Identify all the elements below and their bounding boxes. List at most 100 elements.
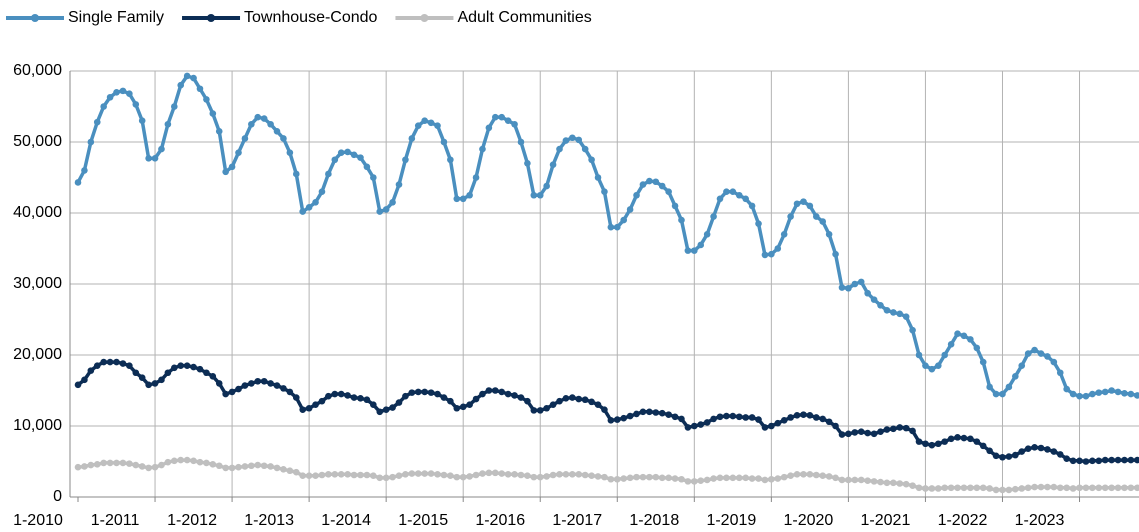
data-point [742, 474, 749, 482]
data-point [543, 473, 550, 480]
y-tick-label: 50,000 [13, 133, 62, 150]
data-point [337, 149, 345, 156]
data-point [325, 470, 332, 478]
data-point [601, 473, 608, 481]
data-point [228, 464, 236, 472]
data-point [228, 163, 236, 171]
data-point [427, 470, 435, 477]
data-point [890, 309, 897, 316]
data-point [639, 181, 647, 188]
data-point [472, 174, 480, 181]
data-point [504, 470, 512, 478]
data-point [447, 156, 454, 164]
data-point [357, 154, 364, 161]
data-point [260, 462, 268, 470]
data-point [588, 156, 595, 164]
data-point [838, 284, 846, 291]
data-point [363, 471, 371, 479]
data-point [1082, 392, 1090, 400]
data-point [748, 202, 756, 210]
data-point [100, 103, 107, 110]
data-point [1012, 451, 1019, 459]
data-point [132, 461, 140, 469]
data-point [639, 473, 647, 481]
data-point [517, 471, 525, 479]
data-point [408, 135, 416, 142]
data-point [440, 471, 448, 479]
data-point [280, 466, 287, 473]
data-point [735, 191, 743, 199]
data-point [1063, 455, 1070, 462]
data-point [479, 390, 486, 398]
data-point [1076, 457, 1083, 465]
data-point [549, 471, 557, 479]
series [74, 456, 1139, 494]
data-point [575, 470, 583, 478]
data-point [517, 138, 525, 146]
data-point [922, 485, 929, 492]
data-point [536, 473, 544, 481]
data-point [928, 485, 936, 492]
data-point [967, 435, 974, 443]
data-point [1121, 390, 1128, 397]
data-point [864, 289, 871, 297]
data-point [145, 155, 152, 162]
y-tick-label: 40,000 [13, 204, 62, 221]
data-point [1076, 484, 1083, 492]
data-point [883, 426, 891, 433]
data-point [780, 417, 788, 424]
y-tick-label: 30,000 [13, 275, 62, 292]
data-point [646, 177, 653, 185]
data-point [986, 383, 993, 391]
x-tick-label: 1-2020 [783, 512, 833, 529]
data-point [1101, 388, 1109, 396]
data-point [819, 415, 827, 423]
data-point [209, 461, 217, 468]
data-point [492, 387, 499, 394]
data-point [427, 119, 435, 127]
data-point [999, 486, 1006, 494]
data-point [684, 247, 692, 254]
data-point [973, 438, 981, 445]
data-point [389, 404, 396, 411]
data-point [273, 128, 281, 135]
data-point [459, 195, 467, 203]
data-point [106, 459, 114, 467]
data-point [588, 398, 595, 406]
data-point [87, 461, 95, 469]
data-point [299, 472, 307, 480]
data-point [992, 452, 1000, 460]
data-point [164, 458, 172, 466]
data-point [1069, 457, 1077, 465]
data-point [806, 202, 814, 210]
data-point [267, 380, 274, 387]
data-point [979, 484, 987, 492]
data-point [716, 413, 724, 421]
data-point [825, 473, 833, 480]
data-point [254, 113, 262, 121]
data-point [222, 390, 229, 398]
data-point [761, 476, 769, 484]
data-point [1121, 484, 1128, 492]
data-point [280, 385, 287, 392]
data-point [363, 163, 371, 171]
data-point [498, 388, 506, 396]
data-point [1018, 362, 1026, 369]
data-point [883, 306, 891, 314]
legend-marker [420, 14, 429, 22]
data-point [806, 470, 814, 478]
data-point [530, 191, 538, 199]
data-point [658, 474, 666, 482]
data-point [569, 470, 576, 478]
x-tick-label: 1-2011 [91, 512, 140, 529]
data-point [209, 110, 217, 117]
data-point [190, 457, 197, 465]
data-point [896, 310, 904, 318]
data-point [93, 461, 101, 468]
data-point [248, 120, 255, 128]
data-point [325, 170, 332, 178]
data-point [215, 462, 223, 470]
data-point [774, 245, 782, 252]
data-point [703, 231, 711, 238]
data-point [813, 471, 820, 479]
